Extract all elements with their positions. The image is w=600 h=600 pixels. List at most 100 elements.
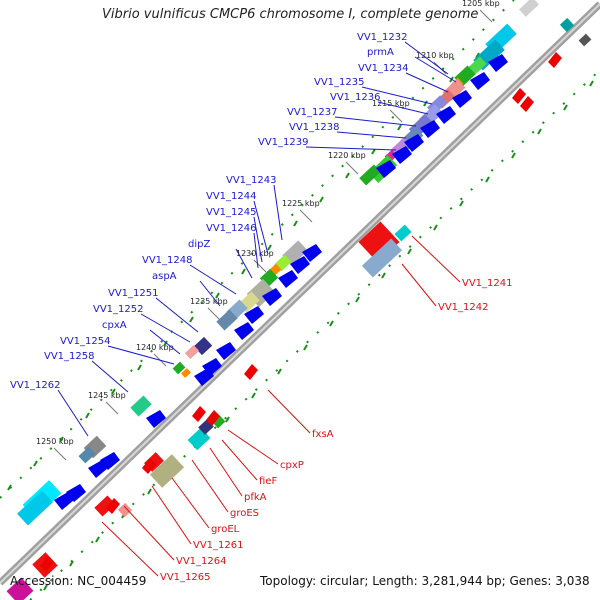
gene-feature-block: [559, 17, 575, 33]
reverse-gene-label: fieF: [259, 476, 277, 487]
reverse-gene-label: VV1_1261: [193, 540, 244, 551]
reverse-gene-arrow: [106, 498, 120, 514]
forward-label-leader: [361, 86, 433, 105]
forward-gene-label: VV1_1244: [206, 191, 257, 202]
gene-labels: VV1_1232 prmA VV1_1234 VV1_1235 VV1_1236 VV1_…: [10, 32, 513, 583]
gene-feature-block: [181, 368, 191, 378]
reverse-label-leader: [267, 389, 311, 434]
gene-feature-block: [519, 0, 539, 17]
forward-gene-arrow: [488, 54, 508, 72]
forward-gene-label: VV1_1258: [44, 351, 95, 362]
forward-label-leader: [107, 345, 175, 365]
gene-feature-block: [359, 164, 381, 186]
forward-gene-label: cpxA: [102, 320, 127, 331]
forward-gene-label: VV1_1237: [287, 107, 338, 118]
forward-gene-arrow: [146, 410, 166, 428]
reverse-label-leader: [411, 235, 461, 283]
scale-tick-mark: [345, 161, 359, 175]
forward-label-leader: [414, 56, 457, 83]
reverse-guide-dash: [485, 176, 490, 183]
reverse-guide-dash: [43, 584, 48, 591]
forward-gene-label: VV1_1235: [314, 77, 365, 88]
topology-text: Topology: circular; Length: 3,281,944 bp…: [260, 574, 590, 588]
forward-gene-arrow: [244, 306, 264, 324]
forward-label-leader: [253, 232, 259, 269]
reverse-guide-dash: [589, 80, 594, 87]
forward-guide-dash: [59, 436, 64, 443]
forward-label-leader: [377, 101, 429, 115]
reverse-label-leader: [227, 429, 279, 465]
gene-feature-block: [394, 224, 412, 242]
label-leader-lines: [57, 41, 461, 577]
forward-gene-arrow: [278, 270, 298, 288]
reverse-gene-arrow: [512, 88, 526, 104]
reverse-gene-label: VV1_1265: [160, 572, 211, 583]
reverse-gene-label: groEL: [211, 524, 240, 535]
scale-tick-label: 1235 kbp: [190, 297, 228, 306]
gene-feature-block: [117, 502, 133, 518]
forward-gene-label: VV1_1245: [206, 207, 257, 218]
forward-guide-dash: [215, 292, 220, 299]
forward-gene-label: VV1_1248: [142, 255, 193, 266]
reverse-guide-dash: [95, 536, 100, 543]
scale-tick-mark: [299, 209, 313, 223]
forward-guide-dash: [397, 124, 402, 131]
forward-gene-arrow: [216, 342, 236, 360]
scale-tick-label: 1215 kbp: [372, 99, 410, 108]
scale-ticks: 1205 kbp 1210 kbp 1215 kbp 1220 kbp 1225 kbp…: [7, 0, 594, 591]
reverse-gene-arrow: [548, 52, 562, 68]
gene-feature-block: [361, 238, 403, 278]
reverse-gene-label: VV1_1264: [176, 556, 227, 567]
reverse-gene-arrow: [192, 406, 206, 422]
reverse-gene-label: fxsA: [312, 429, 334, 440]
forward-label-leader: [140, 313, 191, 343]
forward-guide-dash: [345, 172, 350, 179]
forward-guide-dash: [241, 268, 246, 275]
reverse-guide-dash: [381, 272, 386, 279]
forward-gene-label: VV1_1262: [10, 380, 61, 391]
reverse-gene-label: VV1_1241: [462, 278, 513, 289]
forward-guide-dash: [163, 340, 168, 347]
scale-tick-label: 1245 kbp: [88, 391, 126, 400]
forward-gene-label: VV1_1254: [60, 336, 111, 347]
reverse-gene-arrow: [40, 556, 54, 572]
reverse-gene-arrow: [142, 458, 156, 474]
forward-label-leader: [155, 297, 199, 333]
reverse-guide-dash: [511, 152, 516, 159]
forward-label-leader: [149, 329, 181, 355]
gene-feature-block: [17, 490, 53, 526]
forward-gene-label: VV1_1246: [206, 223, 257, 234]
scale-tick-mark: [105, 401, 119, 415]
gene-features: [6, 0, 592, 600]
forward-gene-arrow: [302, 244, 322, 262]
reverse-gene-label: groES: [230, 508, 259, 519]
reverse-label-leader: [209, 447, 243, 497]
reverse-gene-label: cpxP: [280, 460, 304, 471]
forward-label-leader: [91, 360, 129, 393]
reverse-gene-label: VV1_1242: [438, 302, 489, 313]
forward-guide-dash: [267, 244, 272, 251]
forward-guide-dash: [111, 388, 116, 395]
reverse-guide-dash: [537, 128, 542, 135]
forward-label-leader: [189, 264, 237, 295]
reverse-guide-dash: [433, 224, 438, 231]
reverse-guide-dash: [251, 392, 256, 399]
forward-label-leader: [235, 248, 253, 279]
gene-feature-block: [358, 221, 400, 263]
reverse-label-leader: [123, 505, 175, 561]
scale-tick-label: 1250 kbp: [36, 437, 74, 446]
reverse-track-guide: [29, 69, 600, 600]
reverse-gene-arrow: [206, 410, 220, 426]
forward-gene-arrow: [262, 288, 282, 306]
reverse-guide-dash: [355, 296, 360, 303]
scale-tick-label: 1220 kbp: [328, 151, 366, 160]
scale-tick-label: 1230 kbp: [236, 249, 274, 258]
scale-tick-label: 1205 kbp: [462, 0, 500, 8]
forward-gene-arrow: [290, 256, 310, 274]
forward-gene-arrow: [470, 72, 490, 90]
forward-gene-arrow: [420, 120, 440, 138]
gene-feature-block: [216, 309, 238, 331]
gene-feature-block: [6, 577, 34, 600]
gene-feature-block: [578, 33, 592, 47]
